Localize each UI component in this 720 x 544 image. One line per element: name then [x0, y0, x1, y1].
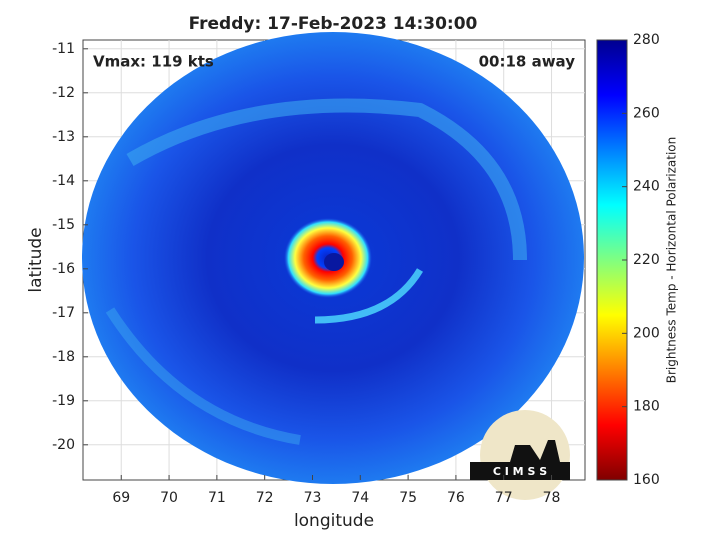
annotation: 00:18 away: [479, 53, 576, 71]
storm-image: [82, 32, 584, 484]
y-tick-label: -15: [52, 217, 75, 233]
colorbar-tick-label: 260: [633, 105, 660, 121]
colorbar-tick-label: 200: [633, 325, 660, 341]
x-tick-label: 70: [160, 490, 178, 506]
x-axis-label: longitude: [294, 511, 374, 531]
y-tick-label: -11: [52, 41, 75, 57]
colorbar-tick-label: 180: [633, 399, 660, 415]
colorbar-tick-label: 240: [633, 179, 660, 195]
chart-title: Freddy: 17-Feb-2023 14:30:00: [189, 14, 478, 34]
x-tick-label: 74: [351, 490, 369, 506]
x-tick-label: 71: [208, 490, 226, 506]
x-tick-label: 76: [447, 490, 465, 506]
y-tick-label: -13: [52, 129, 75, 145]
colorbar-tick-label: 220: [633, 252, 660, 268]
logo: C I M S S: [470, 410, 570, 500]
y-tick-label: -18: [52, 349, 75, 365]
x-tick-label: 72: [256, 490, 274, 506]
logo-text: C I M S S: [493, 465, 547, 478]
x-tick-label: 75: [399, 490, 417, 506]
x-tick-label: 69: [112, 490, 130, 506]
colorbar-label: Brightness Temp - Horizontal Polarizatio…: [665, 137, 679, 384]
y-tick-label: -12: [52, 85, 75, 101]
y-tick-label: -14: [52, 173, 75, 189]
x-tick-label: 73: [304, 490, 322, 506]
y-axis-label: latitude: [26, 227, 46, 292]
colorbar-tick-label: 280: [633, 32, 660, 48]
y-tick-label: -20: [52, 437, 75, 453]
colorbar-tick-label: 160: [633, 472, 660, 488]
annotation: Vmax: 119 kts: [93, 53, 214, 71]
y-tick-label: -16: [52, 261, 75, 277]
x-tick-label: 78: [543, 490, 561, 506]
y-tick-label: -19: [52, 393, 75, 409]
x-tick-label: 77: [495, 490, 513, 506]
y-tick-label: -17: [52, 305, 75, 321]
